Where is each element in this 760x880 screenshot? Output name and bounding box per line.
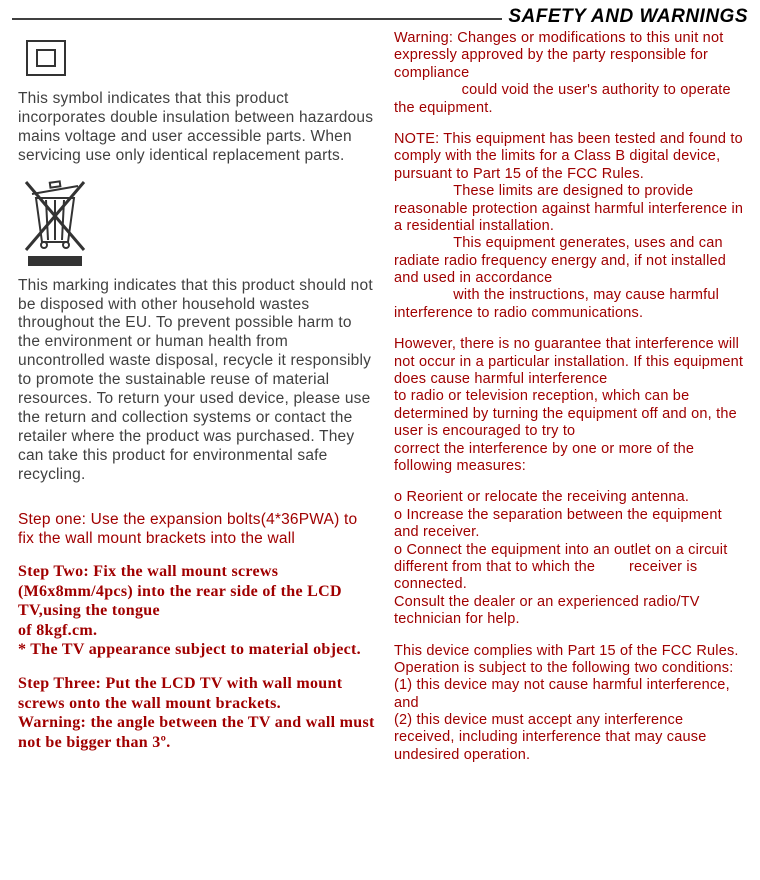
step-three-b: Warning: the angle between the TV and wa… — [18, 713, 376, 752]
step-two-c: * The TV appearance subject to material … — [18, 640, 376, 660]
note-p2a: NOTE: This equipment has been tested and… — [394, 131, 746, 183]
interf-p3a: However, there is no guarantee that inte… — [394, 336, 746, 388]
warning-p1: Warning: Changes or modifications to thi… — [394, 30, 746, 82]
weee-paragraph: This marking indicates that this product… — [18, 277, 376, 485]
interf-p3c: correct the interference by one or more … — [394, 441, 746, 476]
measure-a: o Reorient or relocate the receiving ant… — [394, 489, 746, 506]
note-p2b: These limits are designed to provide rea… — [394, 183, 746, 235]
step-two-b: of 8kgf.cm. — [18, 621, 376, 641]
page-title: SAFETY AND WARNINGS — [502, 6, 748, 28]
left-column: This symbol indicates that this product … — [18, 38, 376, 752]
compliance-a: This device complies with Part 15 of the… — [394, 643, 746, 678]
step-two-a: Step Two: Fix the wall mount screws (M6x… — [18, 562, 376, 621]
note-p2d: with the instructions, may cause harmful… — [394, 287, 746, 322]
interf-p3b: to radio or television reception, which … — [394, 388, 746, 440]
compliance-c: (2) this device must accept any interfer… — [394, 712, 746, 764]
step-one: Step one: Use the expansion bolts(4*36PW… — [18, 511, 376, 549]
measure-d: Consult the dealer or an experienced rad… — [394, 594, 746, 629]
measure-b: o Increase the separation between the eq… — [394, 507, 746, 542]
note-p2c: This equipment generates, uses and can r… — [394, 235, 746, 287]
double-insulation-icon — [24, 38, 68, 78]
weee-icon — [22, 180, 376, 271]
steps-section: Step one: Use the expansion bolts(4*36PW… — [18, 511, 376, 752]
step-three-a: Step Three: Put the LCD TV with wall mou… — [18, 674, 376, 713]
right-column: Warning: Changes or modifications to thi… — [394, 30, 746, 764]
measure-c: o Connect the equipment into an outlet o… — [394, 542, 746, 594]
insulation-paragraph: This symbol indicates that this product … — [18, 90, 376, 166]
compliance-b: (1) this device may not cause harmful in… — [394, 677, 746, 712]
warning-p1b: could void the user's authority to opera… — [394, 82, 746, 117]
